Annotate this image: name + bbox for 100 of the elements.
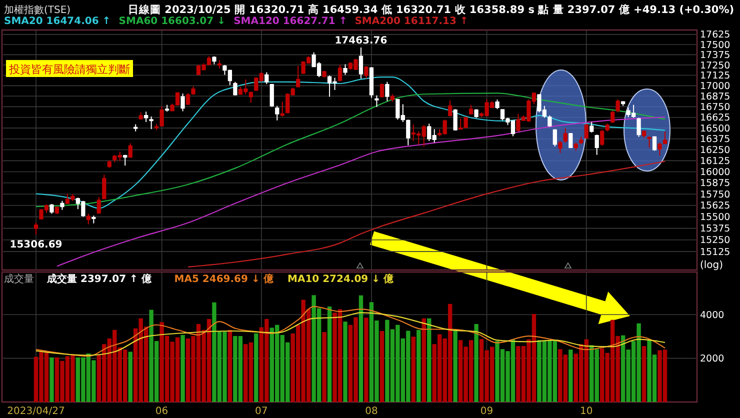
y-axis-title: (log) bbox=[700, 260, 724, 271]
candlestick bbox=[642, 130, 646, 138]
chart-title: 成交量 bbox=[4, 273, 34, 285]
candlestick bbox=[647, 136, 652, 148]
bar bbox=[322, 332, 326, 402]
bar bbox=[474, 324, 478, 402]
candlestick bbox=[54, 206, 60, 214]
annotation: 15306.69 bbox=[10, 240, 62, 251]
candlestick bbox=[270, 83, 274, 108]
x-tick-label: 2023/04/27 bbox=[7, 406, 65, 417]
text: SMA120 16627.71 ↑ bbox=[234, 16, 348, 27]
candlestick bbox=[358, 46, 364, 80]
y-tick-label: 15375 bbox=[700, 224, 730, 235]
candlestick bbox=[448, 100, 452, 117]
bar bbox=[364, 318, 368, 402]
candlestick bbox=[180, 93, 185, 112]
candlestick bbox=[107, 160, 112, 168]
candlestick bbox=[495, 99, 500, 110]
candlestick bbox=[50, 204, 54, 214]
y-tick-label: 2000 bbox=[700, 354, 724, 365]
bar bbox=[427, 318, 432, 402]
x-tick-label: 08 bbox=[365, 406, 378, 417]
candlestick bbox=[406, 119, 410, 146]
candlestick bbox=[453, 108, 458, 131]
candlestick bbox=[92, 215, 96, 224]
candlestick bbox=[144, 111, 148, 122]
text: MA10 2724.09 ↓ 億 bbox=[288, 273, 394, 285]
candlestick bbox=[590, 121, 594, 133]
bar bbox=[422, 318, 426, 402]
candlestick bbox=[149, 116, 154, 130]
candlestick bbox=[552, 128, 557, 147]
y-tick-label: 4000 bbox=[700, 310, 724, 321]
y-tick-label: 15875 bbox=[700, 178, 730, 190]
candlestick bbox=[138, 112, 143, 120]
candlestick bbox=[186, 92, 190, 106]
candlestick bbox=[574, 142, 578, 152]
candlestick bbox=[568, 132, 573, 149]
bar bbox=[642, 346, 646, 402]
candlestick bbox=[154, 123, 159, 130]
candlestick bbox=[605, 123, 610, 132]
candlestick bbox=[164, 104, 170, 112]
candlestick bbox=[584, 123, 588, 140]
y-tick-label: 17625 bbox=[700, 30, 730, 41]
candlestick bbox=[548, 114, 552, 128]
candlestick bbox=[468, 104, 474, 116]
y-tick-label: 15500 bbox=[700, 212, 730, 224]
text: MA5 2469.69 ↓ 億 bbox=[174, 273, 274, 285]
candlestick bbox=[280, 101, 284, 117]
text: SMA20 16474.06 ↑ bbox=[4, 16, 111, 27]
x-tick-label: 07 bbox=[255, 406, 268, 417]
candlestick bbox=[60, 200, 64, 210]
candlestick bbox=[212, 56, 216, 65]
annotation: 投資皆有風險請獨立判斷 bbox=[8, 63, 130, 76]
candlestick bbox=[620, 100, 626, 106]
y-tick-label: 16750 bbox=[700, 102, 730, 114]
y-tick-label: 15625 bbox=[700, 200, 730, 212]
candlestick bbox=[343, 64, 348, 76]
candlestick bbox=[86, 213, 90, 225]
y-tick-label: 16250 bbox=[700, 145, 730, 156]
bar bbox=[254, 333, 258, 402]
x-tick-label: 06 bbox=[155, 406, 168, 417]
text: SMA60 16603.07 ↓ bbox=[118, 16, 226, 27]
bar bbox=[453, 330, 458, 402]
candlestick bbox=[579, 136, 584, 145]
candlestick bbox=[474, 108, 478, 118]
bar bbox=[416, 330, 421, 402]
candlestick bbox=[616, 99, 620, 113]
text: 成交量 2397.07 ↑ 億 bbox=[46, 273, 152, 285]
bar bbox=[180, 334, 185, 402]
candlestick bbox=[233, 81, 238, 96]
bar bbox=[50, 357, 54, 402]
y-tick-label: 17125 bbox=[700, 70, 730, 82]
candlestick bbox=[600, 129, 604, 146]
line-series bbox=[187, 160, 666, 268]
candlestick bbox=[96, 196, 101, 214]
candlestick bbox=[322, 70, 326, 78]
candlestick bbox=[160, 106, 164, 127]
candlestick bbox=[264, 72, 269, 85]
y-tick-label: 16000 bbox=[700, 167, 730, 178]
chart-title: 加權指數(TSE) bbox=[4, 4, 71, 16]
y-tick-label: 15125 bbox=[700, 246, 730, 258]
y-tick-label: 17250 bbox=[700, 60, 730, 72]
y-tick-label: 17000 bbox=[700, 81, 730, 92]
bar bbox=[128, 352, 132, 402]
y-tick-label: 15750 bbox=[700, 189, 730, 200]
candlestick bbox=[134, 124, 138, 132]
y-tick-label: 16875 bbox=[700, 91, 730, 102]
candlestick bbox=[385, 81, 390, 102]
candlestick bbox=[217, 60, 222, 69]
y-tick-label: 16375 bbox=[700, 134, 730, 146]
bar bbox=[568, 350, 573, 402]
chart-subtitle: 日線圖 2023/10/25 開 16320.71 高 16459.34 低 16320.71 收 16358.89 s 點 量 2397.07 億 +49.13 (+0.30%) bbox=[128, 3, 734, 16]
candlestick bbox=[636, 117, 641, 138]
text: SMA200 16117.13 ↑ bbox=[354, 16, 468, 27]
candlestick bbox=[338, 64, 342, 82]
candlestick bbox=[374, 94, 379, 108]
candlestick bbox=[275, 105, 280, 121]
bar bbox=[327, 306, 332, 402]
candlestick bbox=[128, 142, 132, 158]
y-tick-label: 16500 bbox=[700, 123, 730, 134]
